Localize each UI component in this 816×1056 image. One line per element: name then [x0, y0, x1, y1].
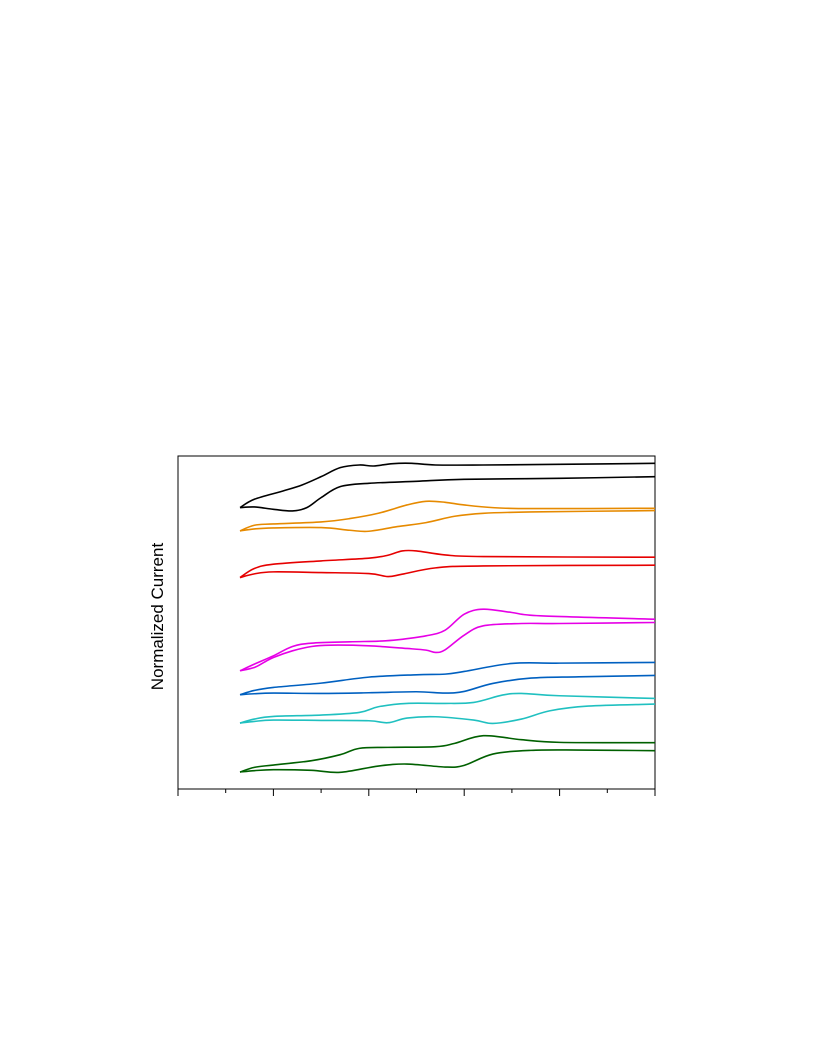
- series-6-lower-trace: [239, 703, 656, 725]
- series-1-lower-trace: [239, 475, 656, 512]
- series-4-upper-trace: [239, 608, 656, 672]
- y-axis-label: Normalized Current: [148, 543, 167, 691]
- series-6-upper-trace: [239, 692, 656, 724]
- series-group: [239, 462, 656, 774]
- series-3-upper-trace: [239, 549, 656, 579]
- series-2-upper-trace: [239, 500, 656, 532]
- series-3-lower-trace: [239, 564, 656, 579]
- series-7-upper-trace: [239, 734, 656, 773]
- series-1-upper-trace: [239, 462, 656, 509]
- x-axis-ticks: [177, 789, 656, 796]
- series-5-upper-trace: [239, 661, 656, 696]
- series-7-lower-trace: [239, 749, 656, 774]
- series-2-lower-trace: [239, 509, 656, 533]
- series-5-lower-trace: [239, 674, 656, 696]
- series-4-lower-trace: [239, 621, 656, 672]
